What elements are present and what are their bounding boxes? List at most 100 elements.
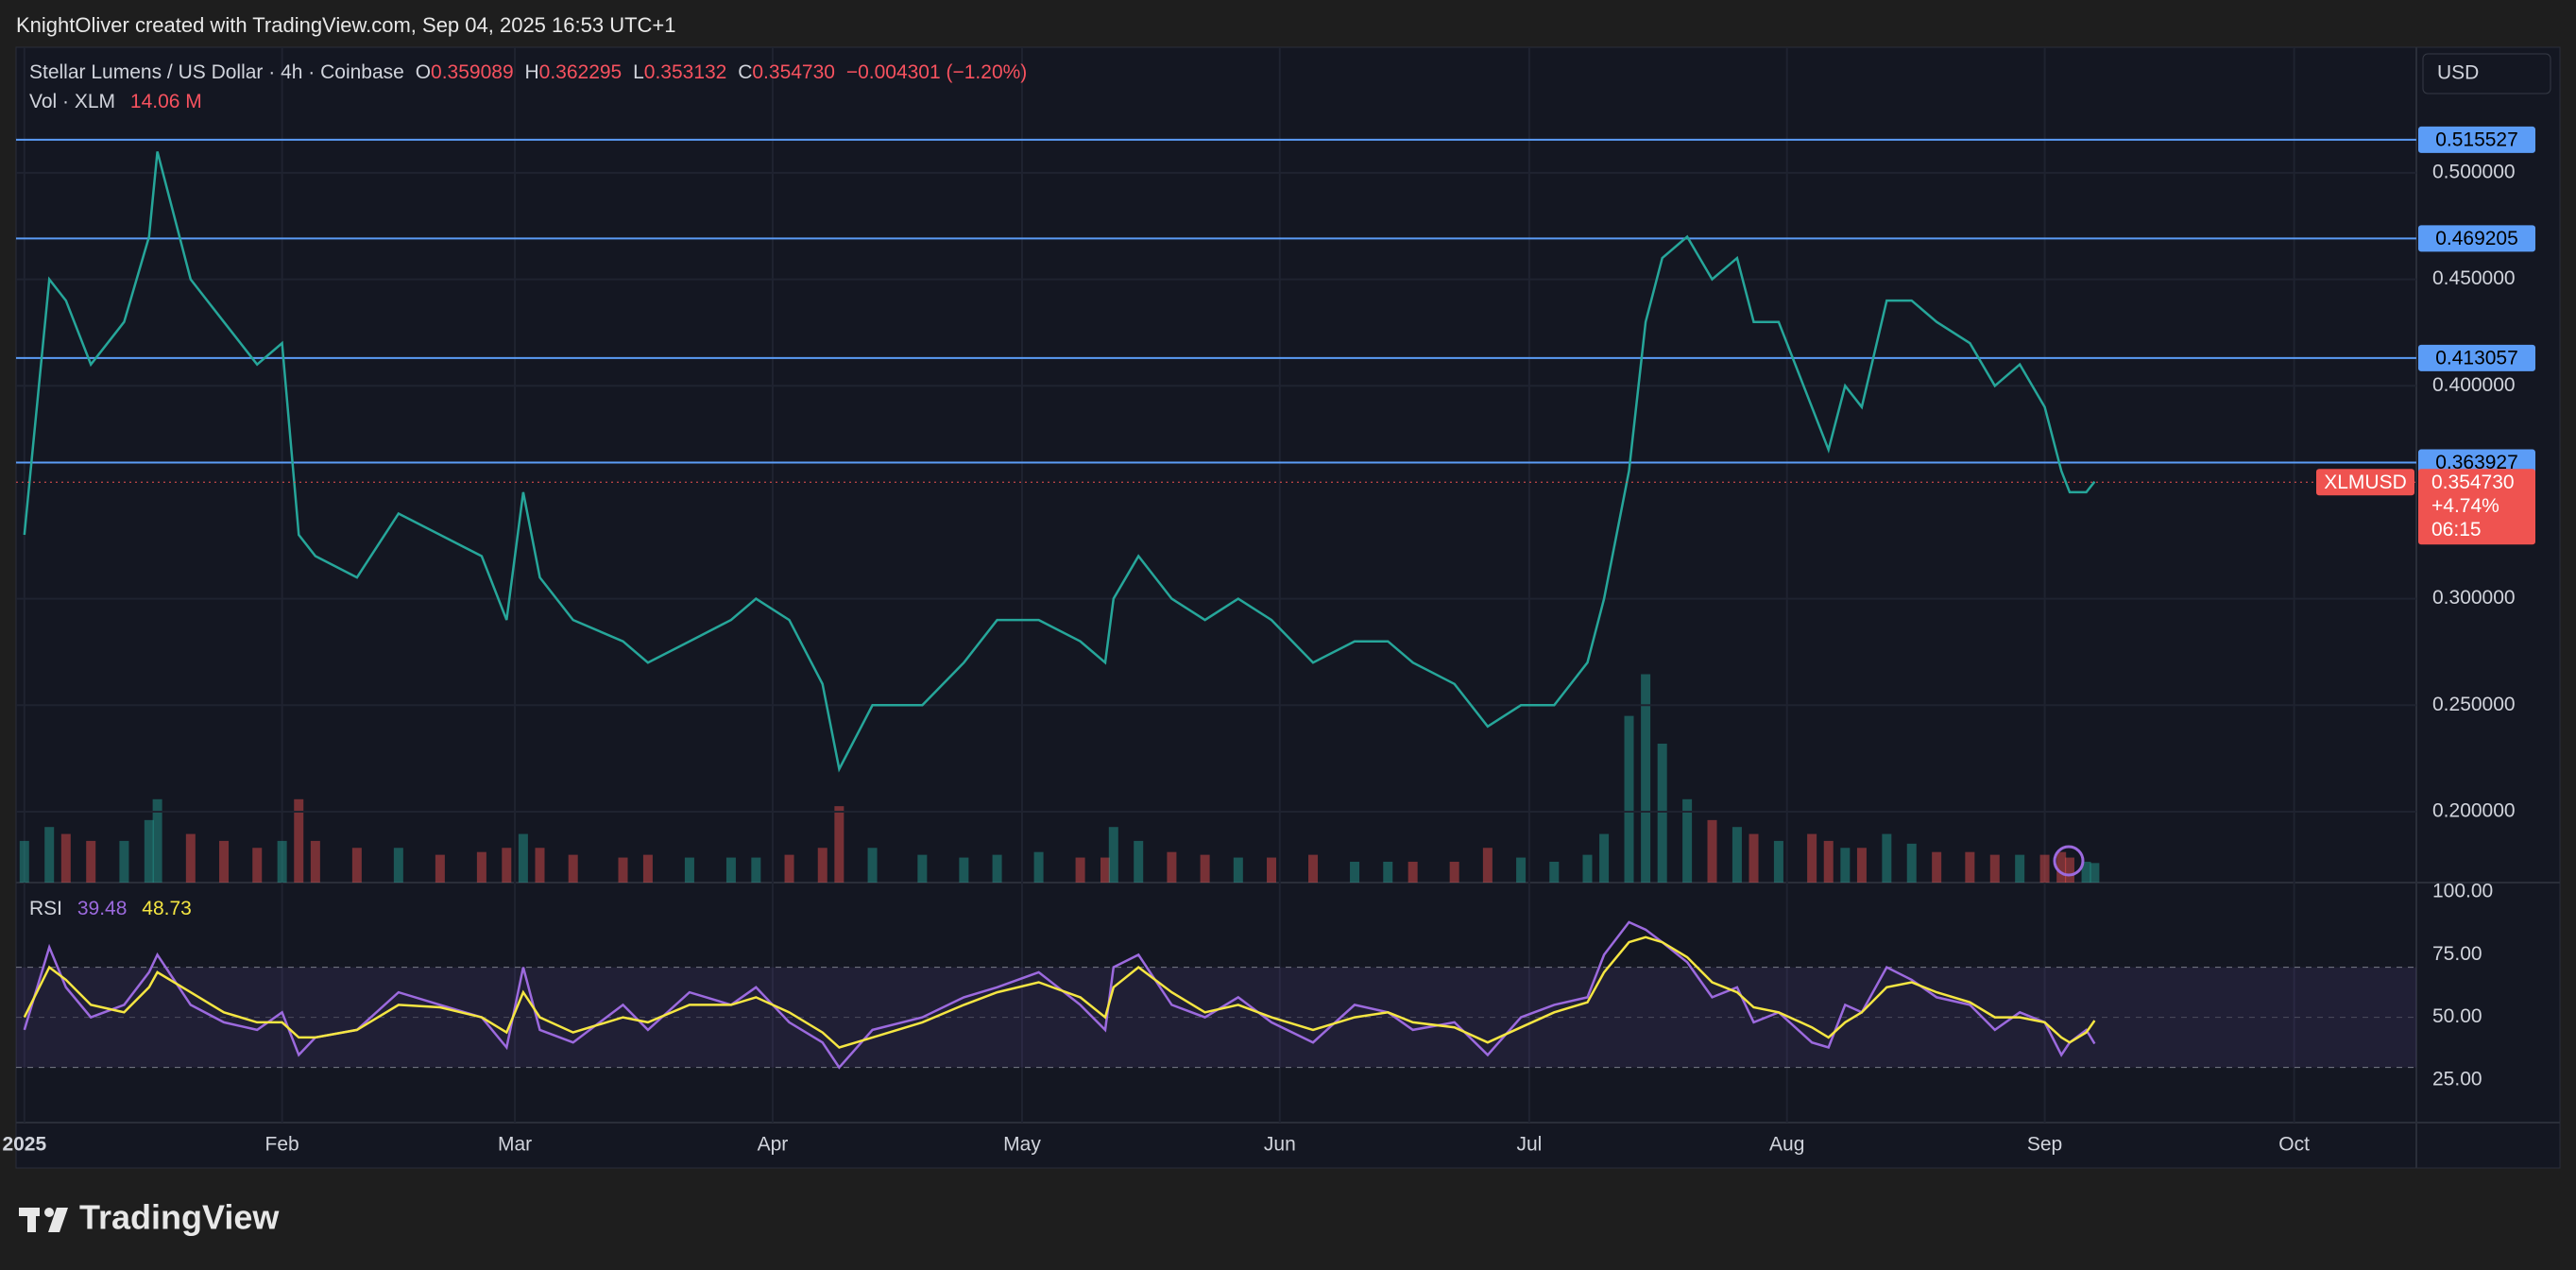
- volume-bar: [1823, 840, 1834, 883]
- volume-bar: [19, 840, 29, 883]
- volume-bar: [1033, 851, 1044, 883]
- volume-bar: [1965, 851, 1975, 883]
- x-tick-label: Feb: [265, 1134, 299, 1156]
- volume-bar: [1383, 861, 1393, 883]
- low-label: L: [633, 61, 644, 83]
- volume-bar: [310, 840, 320, 883]
- volume-bar: [1807, 833, 1817, 883]
- volume-bar: [476, 851, 486, 883]
- y-tick-label: 0.500000: [2432, 161, 2516, 182]
- level-label: 0.515527: [2435, 129, 2518, 150]
- volume-bar: [1882, 833, 1892, 883]
- volume-bar: [393, 848, 403, 883]
- low: 0.353132: [644, 61, 727, 83]
- plot: 2025 Feb Mar Apr May Jun Jul Aug Sep Oct 0.200000 0…: [2, 47, 2560, 1168]
- rsi-label: RSI: [29, 898, 62, 919]
- alert-icon[interactable]: [2053, 845, 2085, 877]
- y-tick-label: 0.200000: [2432, 800, 2516, 822]
- open-label: O: [416, 61, 431, 83]
- volume-bar: [1308, 854, 1319, 883]
- y-tick-label: 25.00: [2432, 1068, 2482, 1090]
- volume-label: Vol · XLM: [29, 91, 115, 112]
- volume-bar: [44, 827, 55, 883]
- close-label: C: [738, 61, 752, 83]
- volume-bar: [518, 833, 528, 883]
- rsi-legend: RSI 39.48 48.73: [29, 898, 192, 919]
- volume-bar: [2015, 854, 2025, 883]
- y-tick-label: 0.450000: [2432, 267, 2516, 289]
- symbol-tag: [2316, 469, 2414, 496]
- volume-bar: [917, 854, 928, 883]
- currency[interactable]: USD: [2437, 62, 2479, 84]
- volume-bar: [751, 857, 761, 883]
- price-tag: [2418, 469, 2535, 545]
- volume-value: 14.06 M: [130, 91, 202, 112]
- volume-bar: [535, 848, 545, 883]
- volume-bar: [1350, 861, 1360, 883]
- volume-bar: [2090, 863, 2100, 883]
- volume-bar: [992, 854, 1002, 883]
- volume-bar: [435, 854, 445, 883]
- volume-bar: [1167, 851, 1177, 883]
- volume-bar: [784, 854, 794, 883]
- volume-bar: [252, 848, 263, 883]
- volume-bar: [119, 840, 129, 883]
- volume-bar: [1906, 843, 1917, 883]
- volume-bar: [834, 806, 844, 883]
- high-label: H: [524, 61, 538, 83]
- volume-bar: [568, 854, 578, 883]
- x-tick-label: Jun: [1264, 1134, 1296, 1156]
- volume-bar: [642, 854, 653, 883]
- price-tag-change: +4.74%: [2431, 495, 2499, 517]
- volume-bar: [1624, 715, 1634, 883]
- series-line: [23, 935, 2096, 1049]
- volume-bar: [1449, 861, 1459, 883]
- x-tick-label: Aug: [1769, 1134, 1804, 1156]
- x-tick-label: 2025: [2, 1134, 46, 1156]
- volume-bar: [152, 798, 162, 883]
- volume-bar: [1233, 857, 1243, 883]
- volume-bar: [144, 819, 154, 883]
- y-tick-label: 75.00: [2432, 943, 2482, 965]
- volume-bar: [1108, 827, 1118, 883]
- close: 0.354730: [752, 61, 835, 83]
- volume-bar: [867, 848, 878, 883]
- y-tick-label: 0.300000: [2432, 587, 2516, 609]
- currency-button[interactable]: [2422, 53, 2551, 94]
- y-tick-label: 0.250000: [2432, 694, 2516, 715]
- logo-mark: [27, 1208, 36, 1232]
- volume-bar: [1732, 827, 1742, 883]
- x-tick-label: Apr: [758, 1134, 789, 1156]
- volume-bar: [684, 857, 694, 883]
- level-label: 0.413057: [2435, 347, 2518, 369]
- logo-mark: [48, 1208, 68, 1232]
- level-tag: [2418, 126, 2535, 153]
- volume-bar: [2064, 857, 2074, 883]
- symbol: Stellar Lumens / US Dollar · 4h · Coinba…: [29, 61, 404, 83]
- volume-bar: [725, 857, 736, 883]
- x-tick-label: May: [1003, 1134, 1041, 1156]
- volume-bar: [1549, 861, 1560, 883]
- volume-bar: [1657, 744, 1667, 883]
- logo: [19, 1208, 68, 1232]
- x-tick-label: Jul: [1516, 1134, 1542, 1156]
- volume-bar: [1516, 857, 1527, 883]
- x-tick-label: Oct: [2278, 1134, 2310, 1156]
- volume-bar: [2056, 851, 2067, 883]
- volume-bar: [1856, 848, 1867, 883]
- volume-bar: [1749, 833, 1759, 883]
- volume-bar: [1267, 857, 1277, 883]
- volume-bar: [1599, 833, 1610, 883]
- x-tick-label: Sep: [2027, 1134, 2062, 1156]
- y-tick-label: 100.00: [2432, 881, 2493, 902]
- volume-bar: [2081, 861, 2091, 883]
- y-tick-label: 0.400000: [2432, 374, 2516, 396]
- volume-bar: [817, 848, 827, 883]
- price-tag-value: 0.354730: [2431, 472, 2515, 493]
- rsi-ma-value: 48.73: [142, 898, 192, 919]
- rsi-value: 39.48: [77, 898, 128, 919]
- volume-bar: [2039, 854, 2050, 883]
- volume-bar: [1773, 840, 1783, 883]
